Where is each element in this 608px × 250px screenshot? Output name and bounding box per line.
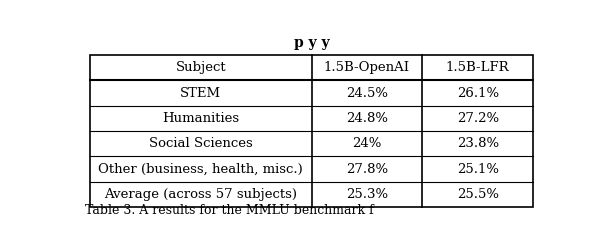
Text: 24%: 24% bbox=[352, 137, 382, 150]
Text: 26.1%: 26.1% bbox=[457, 86, 499, 100]
Text: Other (business, health, misc.): Other (business, health, misc.) bbox=[98, 162, 303, 175]
Text: STEM: STEM bbox=[181, 86, 221, 100]
Text: Table 3. A results for the MMLU benchmark f: Table 3. A results for the MMLU benchmar… bbox=[85, 204, 374, 217]
Text: Subject: Subject bbox=[176, 61, 226, 74]
Text: Humanities: Humanities bbox=[162, 112, 240, 125]
Text: Social Sciences: Social Sciences bbox=[149, 137, 253, 150]
Text: 1.5B-OpenAI: 1.5B-OpenAI bbox=[324, 61, 410, 74]
Text: 27.8%: 27.8% bbox=[346, 162, 388, 175]
Text: 25.5%: 25.5% bbox=[457, 188, 499, 201]
Text: 1.5B-LFR: 1.5B-LFR bbox=[446, 61, 510, 74]
Text: 25.3%: 25.3% bbox=[346, 188, 388, 201]
Text: 24.8%: 24.8% bbox=[346, 112, 388, 125]
Text: p y y: p y y bbox=[294, 36, 330, 50]
Text: Average (across 57 subjects): Average (across 57 subjects) bbox=[105, 188, 297, 201]
Text: 27.2%: 27.2% bbox=[457, 112, 499, 125]
Text: 25.1%: 25.1% bbox=[457, 162, 499, 175]
Text: 23.8%: 23.8% bbox=[457, 137, 499, 150]
Text: 24.5%: 24.5% bbox=[346, 86, 388, 100]
